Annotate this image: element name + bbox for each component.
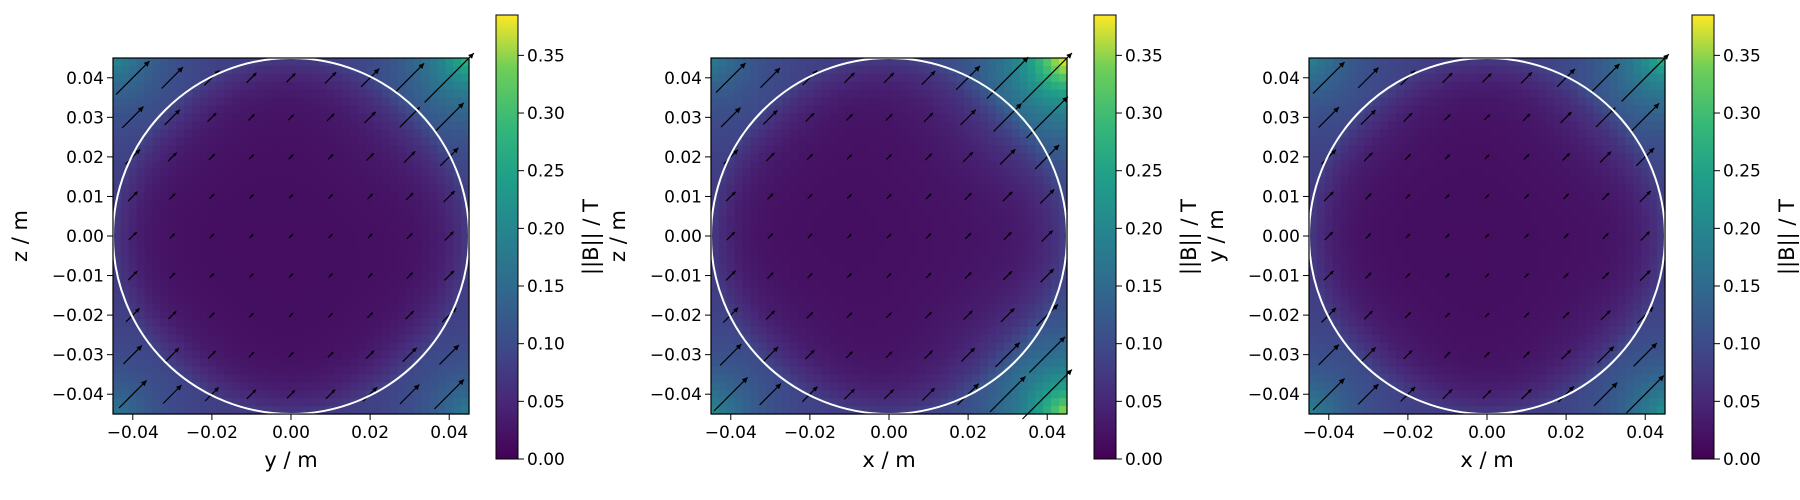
x-tick-label: −0.02 [186, 423, 238, 443]
colorbar-tick-label: 0.00 [1723, 450, 1761, 470]
colorbar-tick-label: 0.10 [1723, 335, 1761, 355]
y-tick-label: 0.03 [1262, 108, 1300, 128]
y-tick-label: 0.03 [66, 108, 104, 128]
colorbar-tick-label: 0.30 [527, 104, 565, 124]
colorbar-label: ||B|| / T [1775, 199, 1800, 275]
colorbar-tick-label: 0.10 [527, 335, 565, 355]
y-tick-label: 0.02 [1262, 148, 1300, 168]
y-tick-label: −0.03 [52, 346, 104, 366]
y-tick-label: 0.04 [66, 69, 104, 89]
colorbar-label: ||B|| / T [1177, 199, 1202, 275]
y-tick-label: 0.01 [1262, 187, 1300, 207]
y-tick-label: 0.02 [66, 148, 104, 168]
colorbar-tick-label: 0.05 [1723, 392, 1761, 412]
y-tick-label: 0.01 [664, 187, 702, 207]
x-tick-label: −0.02 [784, 423, 836, 443]
x-tick-label: 0.02 [949, 423, 987, 443]
colorbar-tick-label: 0.00 [1125, 450, 1163, 470]
x-tick-label: 0.02 [1547, 423, 1585, 443]
y-axis-label: y / m [1204, 209, 1228, 262]
colorbar-label: ||B|| / T [579, 199, 604, 275]
colorbar-tick-label: 0.20 [527, 219, 565, 239]
colorbar-tick-label: 0.05 [527, 392, 565, 412]
y-tick-label: 0.03 [664, 108, 702, 128]
y-tick-label: 0.00 [664, 227, 702, 247]
x-tick-label: −0.04 [107, 423, 159, 443]
colorbar-tick-label: 0.35 [1125, 46, 1163, 66]
y-tick-label: 0.04 [664, 69, 702, 89]
colorbar-tick-label: 0.30 [1125, 104, 1163, 124]
x-tick-label: 0.02 [351, 423, 389, 443]
colorbar-tick-label: 0.35 [1723, 46, 1761, 66]
x-tick-label: −0.02 [1382, 423, 1434, 443]
colorbar-tick-label: 0.05 [1125, 392, 1163, 412]
colorbar-tick-label: 0.20 [1723, 219, 1761, 239]
heatmap-2 [711, 58, 1068, 415]
quiver-3 [1312, 53, 1670, 414]
y-axis-label: z / m [606, 210, 630, 262]
x-tick-label: 0.04 [1028, 423, 1066, 443]
x-tick-label: 0.00 [870, 423, 908, 443]
heatmap-1 [113, 58, 470, 415]
y-tick-label: −0.02 [1248, 306, 1300, 326]
x-tick-label: 0.04 [1626, 423, 1664, 443]
y-tick-label: 0.01 [66, 187, 104, 207]
y-axis-label: z / m [8, 210, 32, 262]
y-tick-label: −0.03 [1248, 346, 1300, 366]
x-tick-label: −0.04 [1303, 423, 1355, 443]
y-tick-label: −0.04 [1248, 385, 1300, 405]
colorbar-1 [495, 14, 519, 460]
colorbar-3 [1691, 14, 1715, 460]
panel-1: −0.04 −0.02 0.00 0.02 0.04 −0.04 −0.03 −0.02 −0.… [8, 14, 604, 472]
colorbar-tick-label: 0.15 [1125, 277, 1163, 297]
y-tick-label: −0.04 [650, 385, 702, 405]
colorbar-tick-label: 0.15 [527, 277, 565, 297]
x-tick-label: −0.04 [705, 423, 757, 443]
y-tick-label: −0.01 [52, 267, 104, 287]
y-tick-label: −0.02 [650, 306, 702, 326]
y-tick-label: −0.02 [52, 306, 104, 326]
colorbar-tick-label: 0.25 [1125, 162, 1163, 182]
panel-3: −0.04 −0.02 0.00 0.02 0.04 −0.04 −0.03 −0.02 −0.… [1204, 14, 1800, 472]
x-tick-label: 0.00 [1468, 423, 1506, 443]
panel-2: −0.04 −0.02 0.00 0.02 0.04 −0.04 −0.03 −0.02 −0.… [606, 14, 1202, 472]
y-tick-label: −0.03 [650, 346, 702, 366]
x-tick-label: 0.04 [430, 423, 468, 443]
colorbar-tick-label: 0.00 [527, 450, 565, 470]
y-tick-label: 0.00 [66, 227, 104, 247]
x-axis-label: y / m [264, 448, 317, 472]
colorbar-tick-label: 0.10 [1125, 335, 1163, 355]
colorbar-tick-label: 0.15 [1723, 277, 1761, 297]
colorbar-2 [1093, 14, 1117, 460]
colorbar-tick-label: 0.25 [527, 162, 565, 182]
colorbar-tick-label: 0.35 [527, 46, 565, 66]
colorbar-tick-label: 0.30 [1723, 104, 1761, 124]
y-tick-label: 0.02 [664, 148, 702, 168]
colorbar-tick-label: 0.25 [1723, 162, 1761, 182]
x-tick-label: 0.00 [272, 423, 310, 443]
y-tick-label: 0.04 [1262, 69, 1300, 89]
y-tick-label: 0.00 [1262, 227, 1300, 247]
y-tick-label: −0.01 [650, 267, 702, 287]
y-tick-label: −0.01 [1248, 267, 1300, 287]
x-axis-label: x / m [862, 448, 915, 472]
x-axis-label: x / m [1460, 448, 1513, 472]
y-tick-label: −0.04 [52, 385, 104, 405]
colorbar-tick-label: 0.20 [1125, 219, 1163, 239]
